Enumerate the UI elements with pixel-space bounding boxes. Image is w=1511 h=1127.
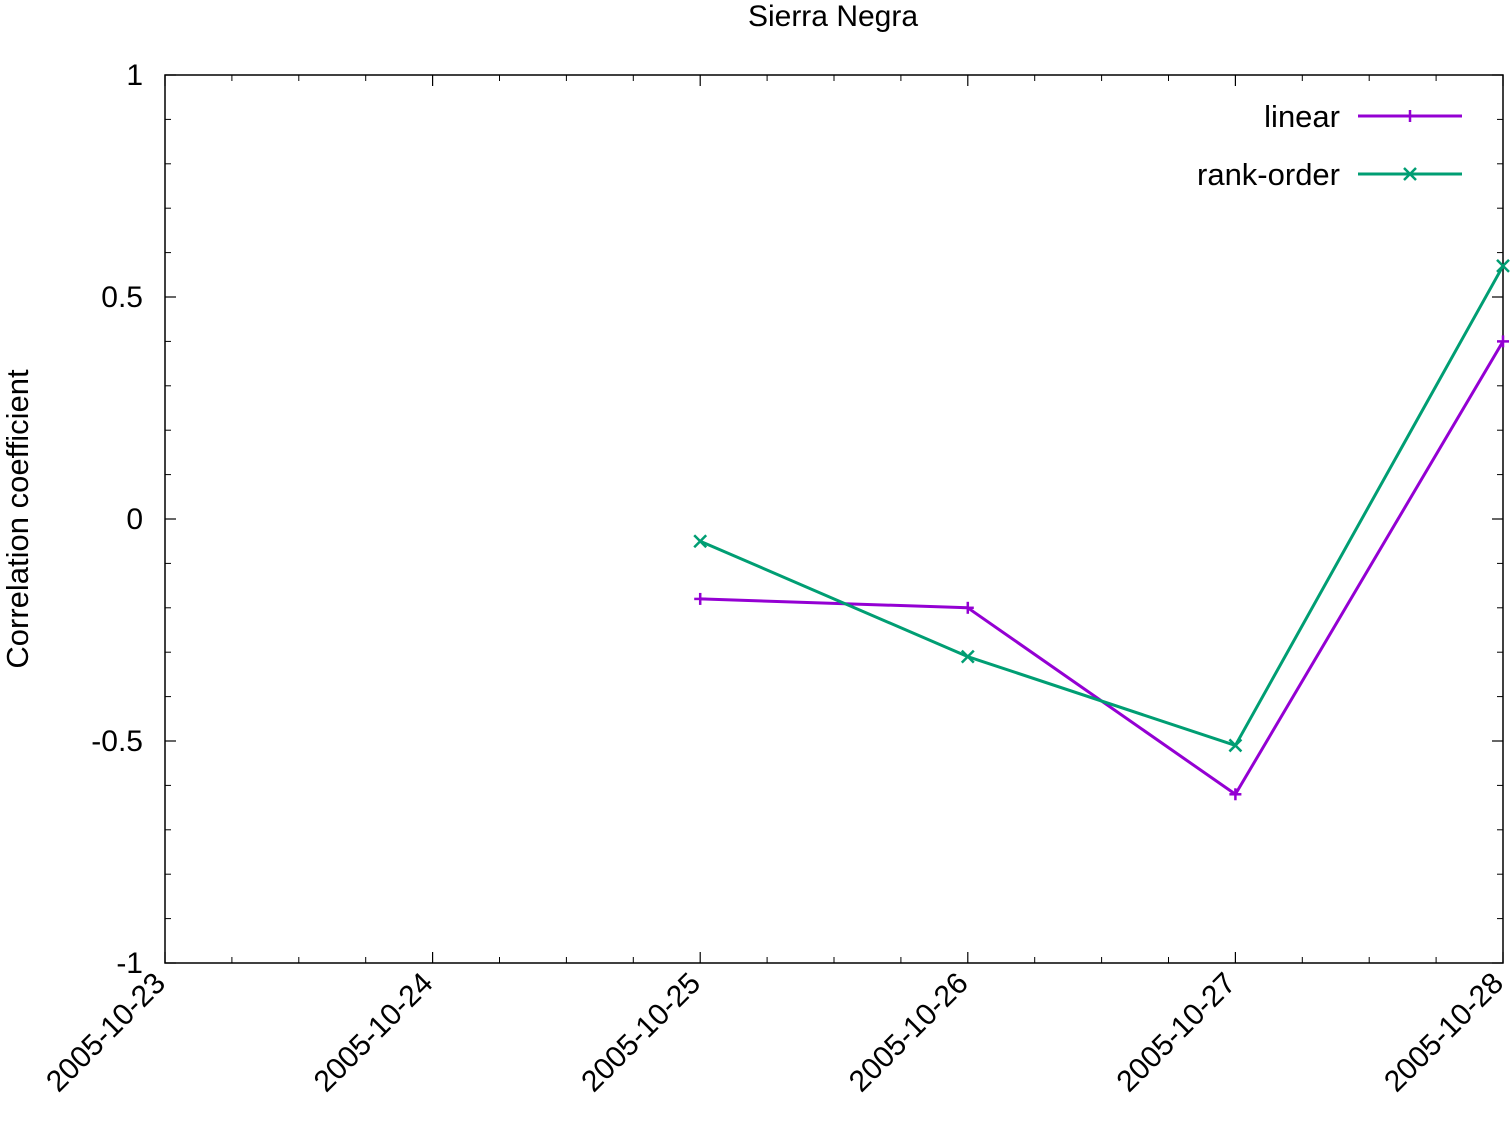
data-point bbox=[1497, 335, 1509, 348]
marker-stroke bbox=[693, 534, 708, 549]
series-line-rank-order bbox=[699, 265, 1505, 747]
legend-marker bbox=[1403, 167, 1417, 181]
plot-area bbox=[164, 74, 1504, 964]
x-tick-label: 2005-10-24 bbox=[308, 967, 440, 1099]
y-tick-label: 0.5 bbox=[101, 281, 143, 314]
marker-stroke bbox=[1228, 738, 1243, 753]
data-point bbox=[1228, 738, 1243, 753]
chart-title: Sierra Negra bbox=[748, 0, 918, 33]
legend-label: rank-order bbox=[1197, 157, 1340, 192]
marker-stroke bbox=[1496, 259, 1510, 273]
data-point bbox=[1496, 259, 1510, 273]
legend-label: linear bbox=[1264, 99, 1340, 134]
x-tick-label: 2005-10-27 bbox=[1110, 967, 1242, 1099]
legend: linear rank-order bbox=[1197, 99, 1462, 192]
y-tick-label: -0.5 bbox=[91, 725, 143, 758]
data-point bbox=[693, 534, 708, 549]
data-point bbox=[961, 601, 974, 614]
x-tick-label: 2005-10-23 bbox=[40, 967, 172, 1099]
y-tick-label: -1 bbox=[116, 947, 143, 980]
x-tick-label: 2005-10-28 bbox=[1378, 967, 1510, 1099]
series-layer bbox=[693, 259, 1510, 801]
data-point bbox=[960, 649, 975, 664]
legend-marker bbox=[1404, 110, 1416, 122]
y-axis-title: Correlation coefficient bbox=[0, 369, 35, 669]
data-point bbox=[1229, 788, 1242, 801]
y-tick-label: 1 bbox=[126, 59, 143, 92]
x-tick-label: 2005-10-25 bbox=[575, 967, 707, 1099]
x-tick-label: 2005-10-26 bbox=[843, 967, 975, 1099]
marker-stroke bbox=[960, 649, 975, 664]
data-point bbox=[694, 592, 707, 605]
y-tick-label: 0 bbox=[126, 503, 143, 536]
series-line-linear bbox=[700, 340, 1505, 796]
plot-frame bbox=[164, 74, 1504, 964]
series-linear bbox=[694, 335, 1509, 801]
marker-stroke bbox=[1403, 167, 1417, 181]
series-rank-order bbox=[693, 259, 1510, 753]
